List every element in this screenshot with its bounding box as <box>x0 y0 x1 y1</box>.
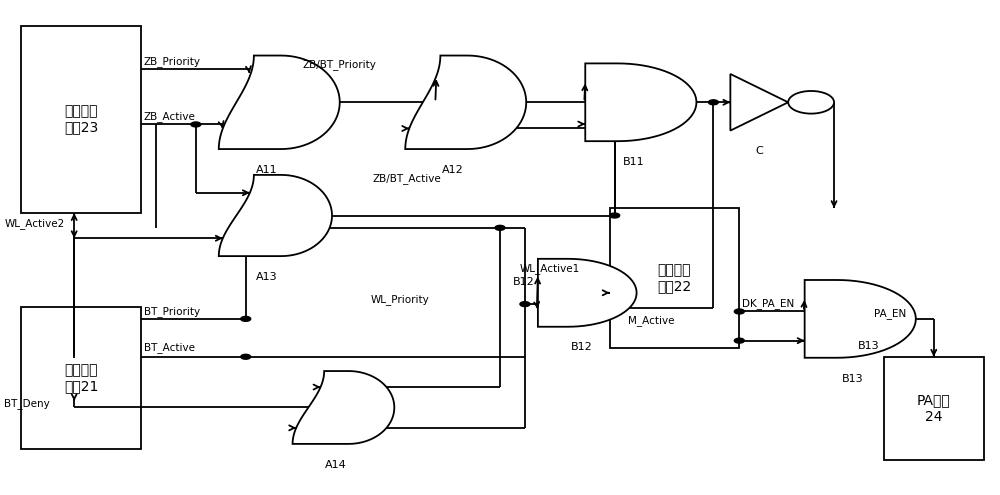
Polygon shape <box>730 74 788 131</box>
Bar <box>21 26 141 213</box>
Text: 第二通信
模块22: 第二通信 模块22 <box>657 263 692 294</box>
Bar <box>610 208 739 348</box>
Circle shape <box>241 354 251 359</box>
Text: BT_Priority: BT_Priority <box>144 306 200 317</box>
Circle shape <box>191 122 201 127</box>
Text: BT_Deny: BT_Deny <box>4 398 50 409</box>
Circle shape <box>495 225 505 230</box>
Polygon shape <box>219 55 340 149</box>
Polygon shape <box>293 371 394 444</box>
Text: A12: A12 <box>442 165 464 175</box>
Text: 第一通信
模块21: 第一通信 模块21 <box>64 363 98 393</box>
Text: A11: A11 <box>256 165 277 175</box>
Text: PA_EN: PA_EN <box>874 308 906 319</box>
Text: ZB/BT_Priority: ZB/BT_Priority <box>303 59 376 70</box>
Polygon shape <box>538 259 637 327</box>
Text: DK_PA_EN: DK_PA_EN <box>742 298 795 309</box>
Text: B11: B11 <box>623 157 644 167</box>
Polygon shape <box>805 280 916 358</box>
Text: A14: A14 <box>325 460 347 470</box>
Text: ZB/BT_Active: ZB/BT_Active <box>372 174 441 185</box>
Polygon shape <box>219 175 332 256</box>
Polygon shape <box>585 63 696 141</box>
Text: ZB_Priority: ZB_Priority <box>144 56 201 67</box>
Circle shape <box>734 309 744 314</box>
Polygon shape <box>405 55 526 149</box>
Text: B13: B13 <box>858 341 880 351</box>
Text: B12: B12 <box>571 343 592 352</box>
Text: BT_Active: BT_Active <box>144 343 195 353</box>
Circle shape <box>241 316 251 321</box>
Text: B13: B13 <box>842 374 864 384</box>
Circle shape <box>734 338 744 343</box>
Circle shape <box>708 100 718 105</box>
Circle shape <box>788 91 834 114</box>
Circle shape <box>610 213 620 218</box>
Bar <box>21 306 141 449</box>
Text: WL_Priority: WL_Priority <box>370 294 429 305</box>
Text: WL_Active1: WL_Active1 <box>520 263 580 274</box>
Circle shape <box>520 301 530 306</box>
Text: B12: B12 <box>513 277 535 287</box>
Text: 第三通信
模块23: 第三通信 模块23 <box>64 104 98 135</box>
Text: M_Active: M_Active <box>628 315 674 326</box>
Text: C: C <box>755 147 763 156</box>
Text: WL_Active2: WL_Active2 <box>4 218 65 229</box>
Bar <box>884 357 984 460</box>
Text: ZB_Active: ZB_Active <box>144 111 196 122</box>
Text: PA模块
24: PA模块 24 <box>917 394 951 424</box>
Text: A13: A13 <box>256 272 277 282</box>
